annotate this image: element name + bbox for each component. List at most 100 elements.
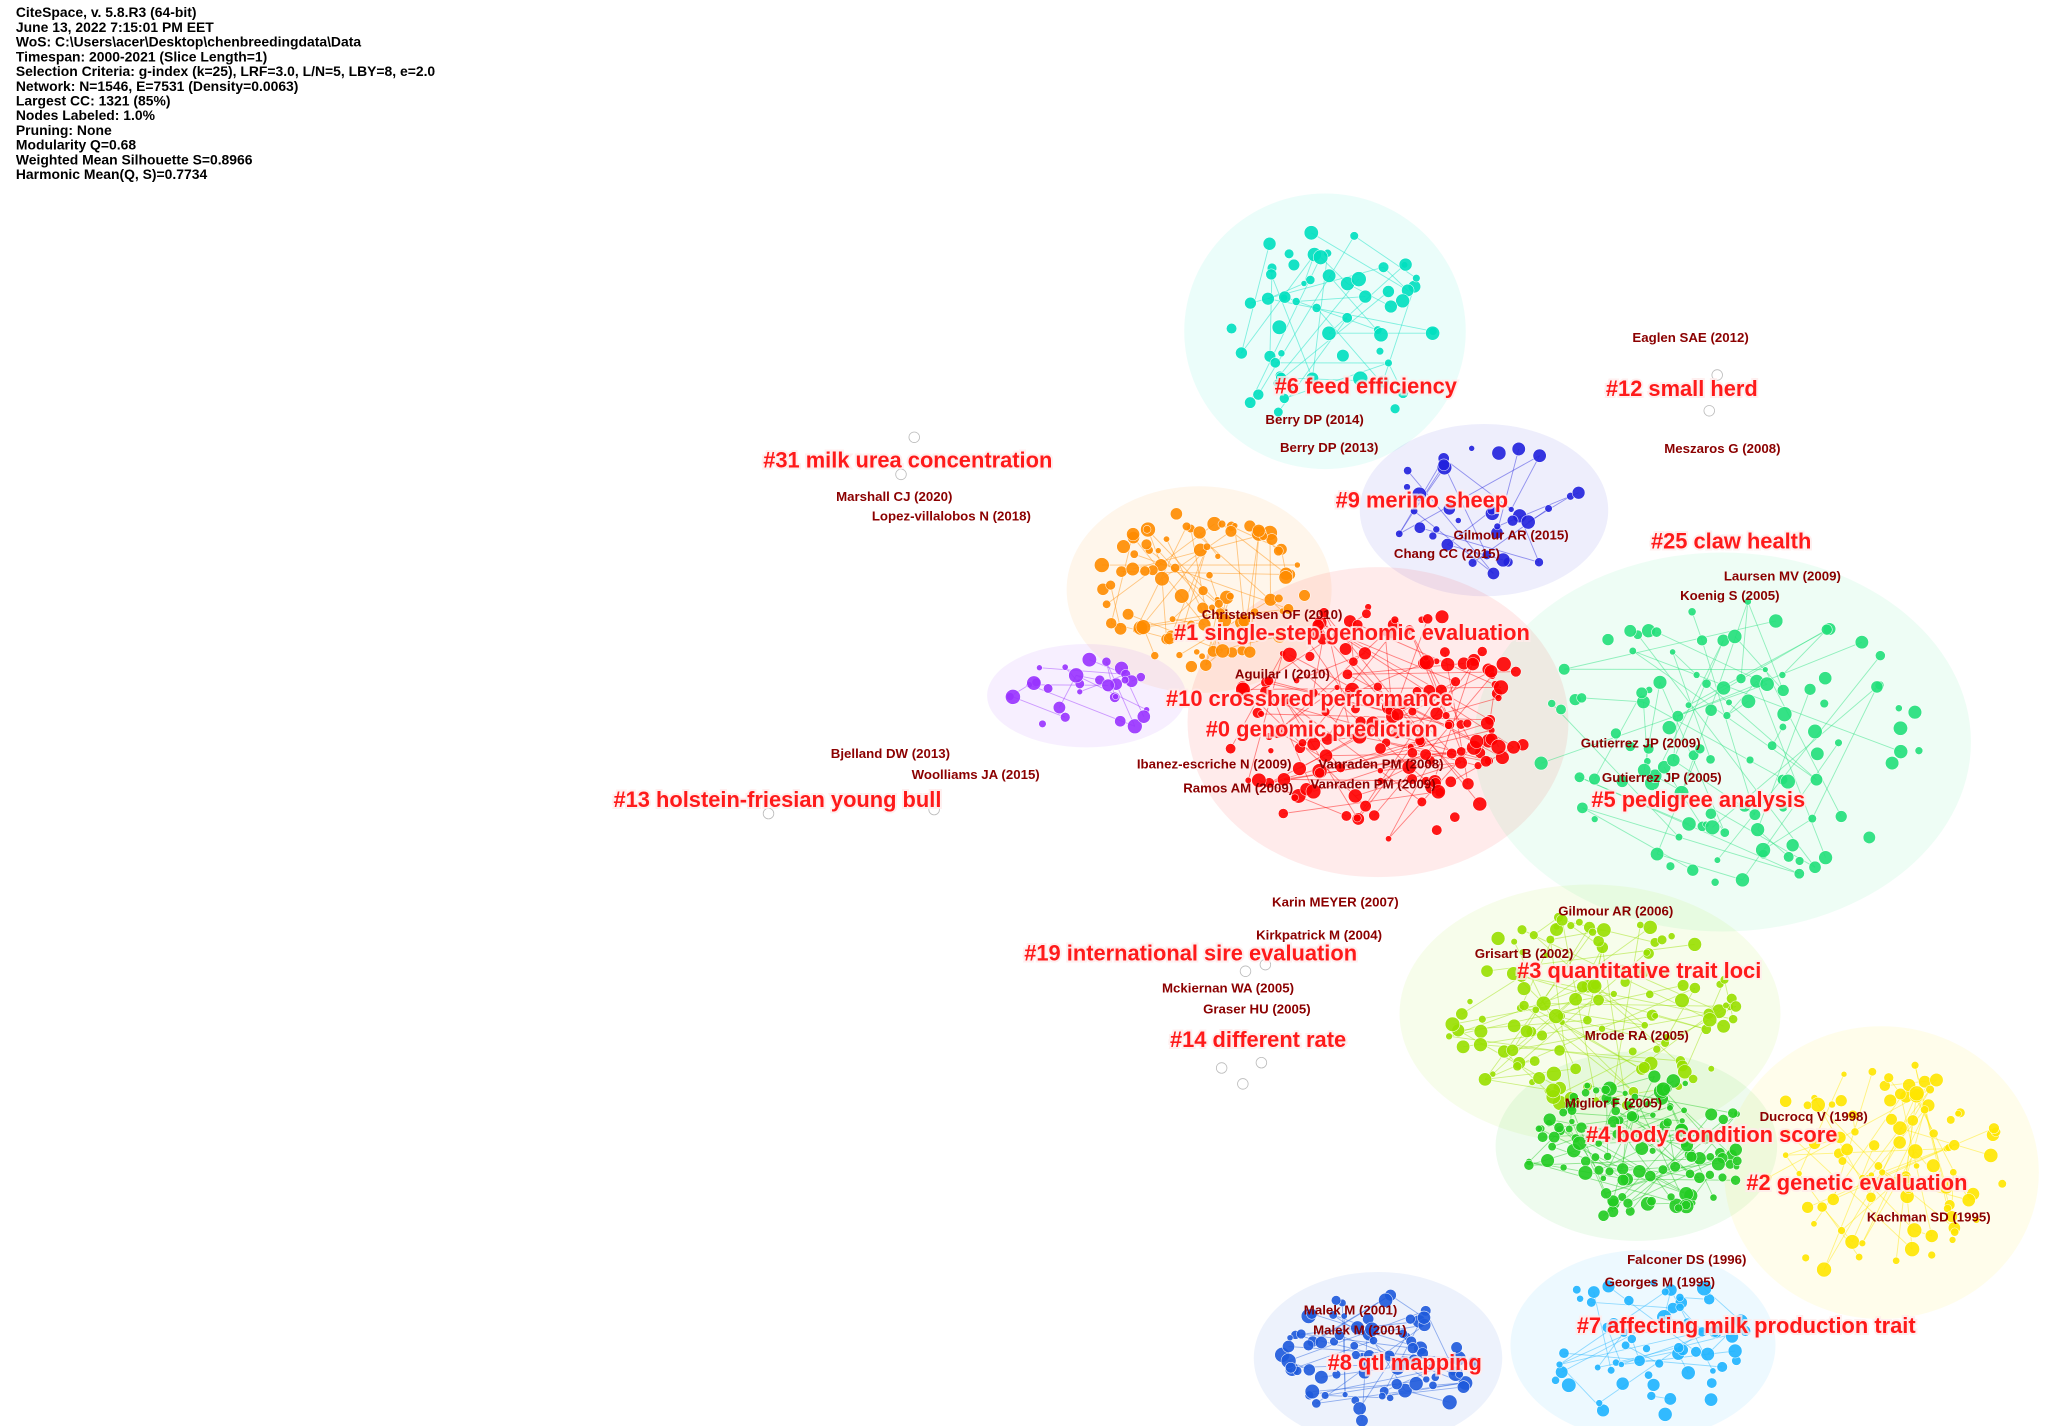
node bbox=[1321, 732, 1334, 746]
node bbox=[1547, 1142, 1557, 1152]
node bbox=[1038, 719, 1047, 728]
node bbox=[1690, 1346, 1702, 1358]
edge bbox=[1643, 682, 1661, 771]
node bbox=[1490, 931, 1506, 946]
node bbox=[1395, 293, 1410, 309]
node bbox=[1297, 627, 1306, 636]
edge bbox=[1110, 585, 1121, 629]
node bbox=[1972, 1216, 1980, 1224]
node bbox=[1611, 1129, 1623, 1140]
node bbox=[1351, 271, 1367, 287]
node bbox=[1705, 1170, 1715, 1180]
edge bbox=[1561, 1316, 1665, 1373]
node bbox=[1707, 1065, 1715, 1073]
node bbox=[1710, 877, 1720, 887]
node bbox=[1954, 1109, 1962, 1118]
edge bbox=[1296, 296, 1366, 302]
node-label: Kachman SD (1995) bbox=[1867, 1210, 1991, 1225]
node bbox=[1701, 678, 1712, 689]
node bbox=[1285, 1361, 1297, 1374]
node bbox=[1529, 1055, 1541, 1067]
node bbox=[1623, 1295, 1635, 1306]
node bbox=[1549, 922, 1564, 937]
node bbox=[1706, 1377, 1718, 1389]
node bbox=[1667, 932, 1676, 940]
node bbox=[1644, 1100, 1652, 1108]
isolated-node bbox=[762, 807, 775, 820]
node bbox=[1312, 249, 1329, 265]
node bbox=[1617, 964, 1627, 974]
cluster-label: #3 quantitative trait loci bbox=[1517, 958, 1761, 983]
node bbox=[1455, 1370, 1464, 1379]
node bbox=[1572, 1285, 1582, 1295]
node bbox=[1511, 441, 1526, 456]
node bbox=[1553, 1044, 1566, 1057]
node bbox=[1704, 703, 1718, 717]
node bbox=[1414, 735, 1426, 746]
edge bbox=[1637, 634, 1816, 868]
node bbox=[1170, 507, 1183, 521]
edge bbox=[1533, 934, 1683, 1067]
node bbox=[1473, 1037, 1488, 1052]
node bbox=[1674, 833, 1684, 842]
node bbox=[1892, 1135, 1907, 1150]
node bbox=[1373, 327, 1389, 343]
node bbox=[1364, 1321, 1380, 1337]
node bbox=[1533, 755, 1549, 771]
edge bbox=[1786, 1132, 1913, 1250]
edge bbox=[1269, 670, 1492, 784]
node bbox=[1510, 938, 1518, 946]
node bbox=[1591, 815, 1599, 823]
cluster-label: #14 different rate bbox=[1170, 1027, 1346, 1052]
edge bbox=[1140, 546, 1208, 629]
edge bbox=[1284, 362, 1389, 399]
edge bbox=[1551, 703, 1680, 838]
node bbox=[1647, 1069, 1662, 1084]
edge bbox=[1672, 716, 1679, 761]
node bbox=[1858, 1239, 1867, 1247]
node bbox=[1810, 1220, 1818, 1228]
node bbox=[1493, 679, 1509, 696]
node bbox=[1725, 698, 1733, 706]
node bbox=[1576, 1294, 1584, 1303]
isolated-node bbox=[1703, 405, 1715, 417]
node bbox=[1819, 698, 1829, 709]
node bbox=[1834, 738, 1843, 747]
edge bbox=[1289, 654, 1390, 708]
edge bbox=[1666, 987, 1696, 1038]
node bbox=[1617, 1192, 1627, 1202]
node bbox=[1112, 693, 1119, 701]
node bbox=[1638, 1061, 1651, 1074]
edge bbox=[1613, 1121, 1677, 1207]
edge bbox=[1269, 268, 1273, 357]
edge bbox=[1356, 689, 1442, 819]
node bbox=[1558, 1347, 1570, 1359]
edge bbox=[1347, 662, 1425, 696]
node bbox=[1716, 680, 1731, 696]
node bbox=[1704, 1107, 1718, 1121]
node bbox=[1920, 1105, 1930, 1115]
node bbox=[1481, 549, 1492, 560]
node-label: Grisart B (2002) bbox=[1475, 946, 1574, 961]
node bbox=[1634, 963, 1651, 979]
node bbox=[1894, 1087, 1907, 1100]
edge bbox=[1899, 1127, 1991, 1156]
node bbox=[1142, 525, 1152, 534]
node bbox=[1666, 753, 1681, 767]
node bbox=[1565, 1124, 1574, 1133]
node bbox=[1537, 1131, 1549, 1143]
edge bbox=[1677, 629, 1828, 717]
cluster-area bbox=[1474, 552, 1971, 932]
edge bbox=[1548, 1122, 1687, 1195]
edge bbox=[1380, 762, 1462, 772]
node bbox=[1428, 531, 1438, 541]
node bbox=[1374, 742, 1387, 755]
node bbox=[1649, 1111, 1657, 1119]
edge bbox=[1161, 578, 1167, 640]
node bbox=[1801, 1201, 1814, 1214]
node bbox=[1405, 719, 1413, 727]
node-label: Chang CC (2015) bbox=[1394, 546, 1500, 561]
header-line: Network: N=1546, E=7531 (Density=0.0063) bbox=[16, 78, 299, 94]
node bbox=[1780, 773, 1796, 790]
node bbox=[1404, 624, 1415, 635]
